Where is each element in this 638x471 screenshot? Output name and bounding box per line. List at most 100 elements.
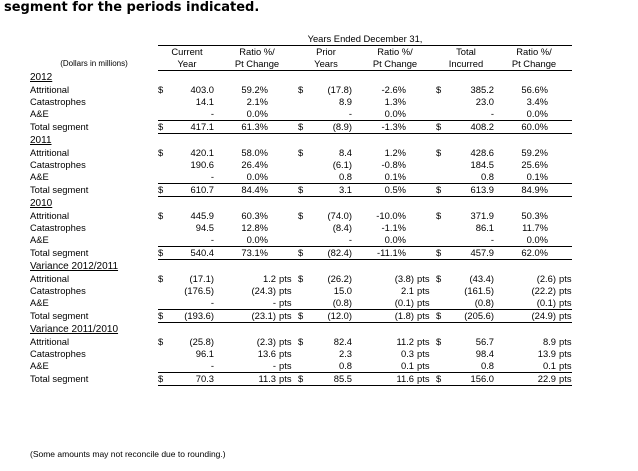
currency-symbol: $	[158, 336, 164, 347]
currency-symbol	[158, 234, 170, 247]
value-cell: (82.4)	[310, 246, 354, 260]
value-cell: (6.1)	[332, 159, 352, 170]
currency-symbol: $	[298, 372, 310, 386]
row-label: Total segment	[30, 373, 89, 384]
ratio-cell: 22.9	[496, 372, 556, 386]
pts-label: pts	[276, 309, 298, 323]
section-title-row: 2011	[30, 134, 572, 148]
pts-label: pts	[417, 348, 430, 359]
header-ratio-ti: Ratio %/	[516, 46, 552, 57]
table-row: Catastrophes 14.1 2.1% 8.9 1.3% 23.0 3.4%	[30, 96, 572, 108]
section-title: 2010	[30, 197, 53, 209]
ratio-cell: 0.1%	[384, 171, 406, 182]
currency-symbol	[436, 96, 448, 108]
value-cell: (26.2)	[327, 273, 353, 284]
currency-symbol: $	[298, 273, 304, 284]
value-cell: -	[348, 108, 352, 119]
ratio-cell: 8.9	[542, 336, 556, 347]
ratio-cell: -	[272, 360, 276, 371]
currency-symbol: $	[436, 309, 448, 323]
ratio-cell: 11.2	[396, 336, 414, 347]
ratio-cell: -1.3%	[354, 120, 414, 134]
section-title-row: 2012	[30, 71, 572, 85]
currency-symbol: $	[436, 273, 442, 284]
pts-label: pts	[279, 273, 292, 284]
spacer	[276, 222, 298, 234]
spacer	[556, 183, 572, 197]
pts-label: pts	[279, 297, 292, 308]
table-row: Catastrophes 94.5 12.8% (8.4) -1.1% 86.1 11.7%	[30, 222, 572, 234]
currency-symbol: $	[298, 336, 304, 347]
currency-symbol: $	[298, 120, 310, 134]
table-row: Attritional $445.9 60.3% $ (74.0) -10.0% $371.…	[30, 210, 572, 222]
header-spacer	[30, 46, 158, 59]
currency-symbol	[298, 234, 310, 247]
value-cell: 417.1	[170, 120, 216, 134]
spacer	[414, 171, 436, 184]
spacer	[556, 234, 572, 247]
value-cell: 613.9	[448, 183, 496, 197]
currency-symbol: $	[158, 147, 164, 158]
column-header-row-2: (Dollars in millions) Year Pt Change Years P…	[30, 58, 572, 71]
currency-symbol: $	[158, 246, 170, 260]
ratio-cell: 0.0%	[526, 108, 548, 119]
spacer	[276, 120, 298, 134]
header-total-incurred: Total	[456, 46, 476, 57]
ratio-cell: 1.2	[262, 273, 276, 284]
pts-label: pts	[414, 309, 436, 323]
years-header-row: Years Ended December 31,	[30, 33, 572, 46]
currency-symbol	[298, 348, 310, 360]
value-cell: 8.9	[338, 96, 352, 107]
spacer	[556, 147, 572, 159]
spacer	[556, 84, 572, 96]
column-header-row-1: Current Ratio %/ Prior Ratio %/ Total Ratio %…	[30, 46, 572, 59]
value-cell: -	[210, 108, 214, 119]
currency-symbol	[298, 297, 310, 310]
spacer	[276, 84, 298, 96]
currency-symbol: $	[436, 84, 442, 95]
value-cell: 190.6	[190, 159, 214, 170]
currency-symbol	[436, 108, 448, 121]
value-cell: 3.1	[310, 183, 354, 197]
value-cell: 85.5	[310, 372, 354, 386]
value-cell: 420.1	[190, 147, 214, 158]
value-cell: (193.6)	[170, 309, 216, 323]
table-row: Attritional $403.0 59.2% $ (17.8) -2.6% $385.2…	[30, 84, 572, 96]
spacer	[414, 159, 436, 171]
value-cell: 457.9	[448, 246, 496, 260]
value-cell: 14.1	[195, 96, 214, 107]
ratio-cell: 0.0%	[246, 171, 268, 182]
total-row: Total segment $70.3 11.3 pts $85.5 11.6 pts $15…	[30, 372, 572, 386]
value-cell: (0.8)	[332, 297, 352, 308]
value-cell: 0.8	[338, 360, 352, 371]
row-label: A&E	[30, 171, 49, 183]
value-cell: 2.3	[338, 348, 352, 359]
ratio-cell: -10.0%	[376, 210, 406, 221]
pts-label: pts	[556, 309, 572, 323]
currency-symbol	[158, 171, 170, 184]
value-cell: 0.8	[338, 171, 352, 182]
table-row: Attritional $ (25.8) (2.3) pts $82.4 11.2 pts $5…	[30, 336, 572, 348]
table-row: A&E - 0.0% - 0.0% - 0.0%	[30, 108, 572, 121]
spacer	[276, 159, 298, 171]
currency-symbol	[298, 171, 310, 184]
ratio-cell: -	[272, 297, 276, 308]
value-cell: -	[490, 108, 494, 119]
value-cell: (74.0)	[327, 210, 353, 221]
value-cell: (17.8)	[327, 84, 353, 95]
table-row: A&E - 0.0% - 0.0% - 0.0%	[30, 234, 572, 247]
row-label: Attritional	[30, 84, 70, 95]
ratio-cell: 1.2%	[384, 147, 406, 158]
row-label: Total segment	[30, 247, 89, 258]
header-prior-years: Prior	[316, 46, 336, 57]
value-cell: -	[348, 234, 352, 245]
ratio-cell: 2.1	[400, 285, 414, 296]
row-label: Total segment	[30, 121, 89, 132]
value-cell: -	[210, 171, 214, 182]
header-ratio-cy: Ratio %/	[239, 46, 275, 57]
currency-symbol	[158, 222, 170, 234]
ratio-cell: (3.8)	[394, 273, 414, 284]
ratio-cell: -1.1%	[381, 222, 407, 233]
currency-symbol: $	[158, 372, 170, 386]
value-cell: (8.4)	[332, 222, 352, 233]
